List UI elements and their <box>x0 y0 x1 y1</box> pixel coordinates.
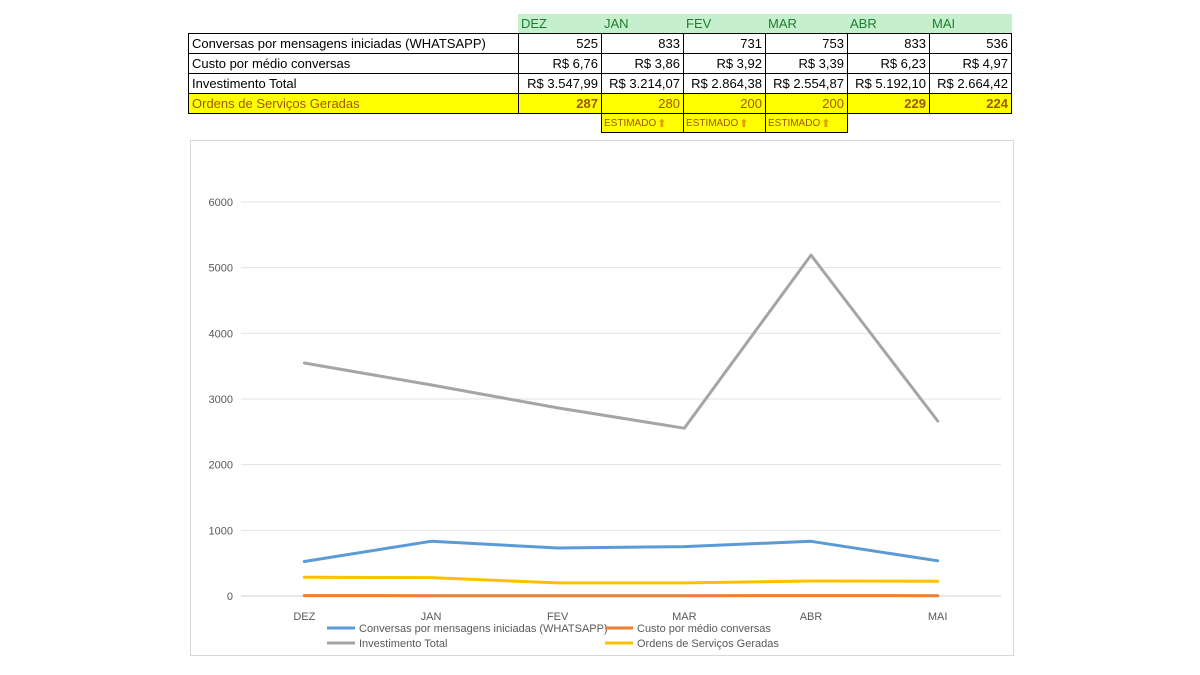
table-cell: 833 <box>601 33 684 54</box>
row-label: Custo por médio conversas <box>188 53 519 74</box>
header-month-mar: MAR <box>765 14 847 33</box>
legend-label: Custo por médio conversas <box>637 623 771 635</box>
table-cell: 200 <box>683 93 766 114</box>
table-cell: 833 <box>847 33 930 54</box>
table-cell: R$ 2.664,42 <box>929 73 1012 94</box>
table-cell: R$ 3.214,07 <box>601 73 684 94</box>
y-tick-label: 6000 <box>209 197 233 209</box>
y-tick-label: 4000 <box>209 328 233 340</box>
table-cell: R$ 5.192,10 <box>847 73 930 94</box>
table-cell: 536 <box>929 33 1012 54</box>
estimated-label: ESTIMADO <box>768 117 821 129</box>
table-cell: R$ 3.547,99 <box>518 73 602 94</box>
table-cell: 753 <box>765 33 848 54</box>
table-cell: R$ 6,76 <box>518 53 602 74</box>
table-cell: 280 <box>601 93 684 114</box>
legend-label: Conversas por mensagens iniciadas (WHATS… <box>359 623 608 635</box>
row-label: Conversas por mensagens iniciadas (WHATS… <box>188 33 519 54</box>
table-cell: R$ 3,39 <box>765 53 848 74</box>
data-table: DEZ JAN FEV MAR ABR MAI Conversas por mensagen… <box>0 0 1200 140</box>
header-month-mai: MAI <box>929 14 1012 33</box>
table-cell: 229 <box>847 93 930 114</box>
table-cell: R$ 4,97 <box>929 53 1012 74</box>
table-cell: 287 <box>518 93 602 114</box>
estimated-badge: ESTIMADO ⬆ <box>601 113 684 133</box>
series-line <box>302 575 940 585</box>
y-tick-label: 0 <box>227 591 233 603</box>
up-arrow-icon: ⬆ <box>821 117 831 130</box>
legend-label: Ordens de Serviços Geradas <box>637 638 779 650</box>
x-tick-label: MAI <box>928 611 948 623</box>
y-tick-label: 2000 <box>209 460 233 472</box>
estimated-label: ESTIMADO <box>604 117 657 129</box>
estimated-badge: ESTIMADO ⬆ <box>683 113 766 133</box>
y-tick-label: 5000 <box>209 263 233 275</box>
x-tick-label: DEZ <box>293 611 315 623</box>
header-month-abr: ABR <box>847 14 929 33</box>
up-arrow-icon: ⬆ <box>657 117 667 130</box>
estimated-label: ESTIMADO <box>686 117 739 129</box>
chart-svg: 0 1000 2000 3000 4000 5000 6000 DEZ JAN FEV MAR ABR… <box>209 197 1001 650</box>
estimated-badge: ESTIMADO ⬆ <box>765 113 848 133</box>
table-cell: 224 <box>929 93 1012 114</box>
table-cell: R$ 2.864,38 <box>683 73 766 94</box>
header-month-dez: DEZ <box>518 14 601 33</box>
up-arrow-icon: ⬆ <box>739 117 749 130</box>
x-tick-label: MAR <box>672 611 697 623</box>
x-tick-label: FEV <box>547 611 569 623</box>
header-month-jan: JAN <box>601 14 683 33</box>
table-cell: R$ 3,92 <box>683 53 766 74</box>
table-cell: 200 <box>765 93 848 114</box>
series-line <box>302 539 940 563</box>
table-cell: R$ 3,86 <box>601 53 684 74</box>
table-cell: R$ 6,23 <box>847 53 930 74</box>
x-tick-label: JAN <box>421 611 442 623</box>
table-cell: 525 <box>518 33 602 54</box>
row-label: Ordens de Serviços Geradas <box>188 93 519 114</box>
y-tick-label: 1000 <box>209 525 233 537</box>
table-cell: R$ 2.554,87 <box>765 73 848 94</box>
x-tick-label: ABR <box>800 611 823 623</box>
line-chart: 0 1000 2000 3000 4000 5000 6000 DEZ JAN FEV MAR ABR… <box>190 140 1014 656</box>
y-tick-label: 3000 <box>209 394 233 406</box>
header-month-fev: FEV <box>683 14 765 33</box>
row-label: Investimento Total <box>188 73 519 94</box>
series-line <box>302 253 940 430</box>
legend-label: Investimento Total <box>359 638 447 650</box>
table-cell: 731 <box>683 33 766 54</box>
